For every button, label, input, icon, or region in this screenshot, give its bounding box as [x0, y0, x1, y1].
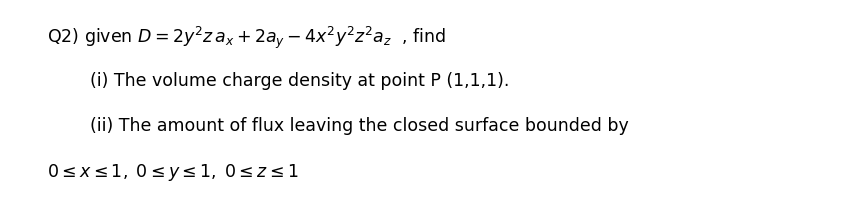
- Text: $0 \leq x \leq 1,\; 0 \leq y \leq 1,\; 0 \leq z \leq 1$: $0 \leq x \leq 1,\; 0 \leq y \leq 1,\; 0…: [47, 162, 299, 183]
- Text: (i) The volume charge density at point P (1,1,1).: (i) The volume charge density at point P…: [90, 72, 510, 90]
- Text: (ii) The amount of flux leaving the closed surface bounded by: (ii) The amount of flux leaving the clos…: [90, 117, 629, 135]
- Text: Q2) given $D = 2y^2z\, a_x + 2a_y - 4x^2y^2z^2a_z$  , find: Q2) given $D = 2y^2z\, a_x + 2a_y - 4x^2…: [47, 24, 446, 50]
